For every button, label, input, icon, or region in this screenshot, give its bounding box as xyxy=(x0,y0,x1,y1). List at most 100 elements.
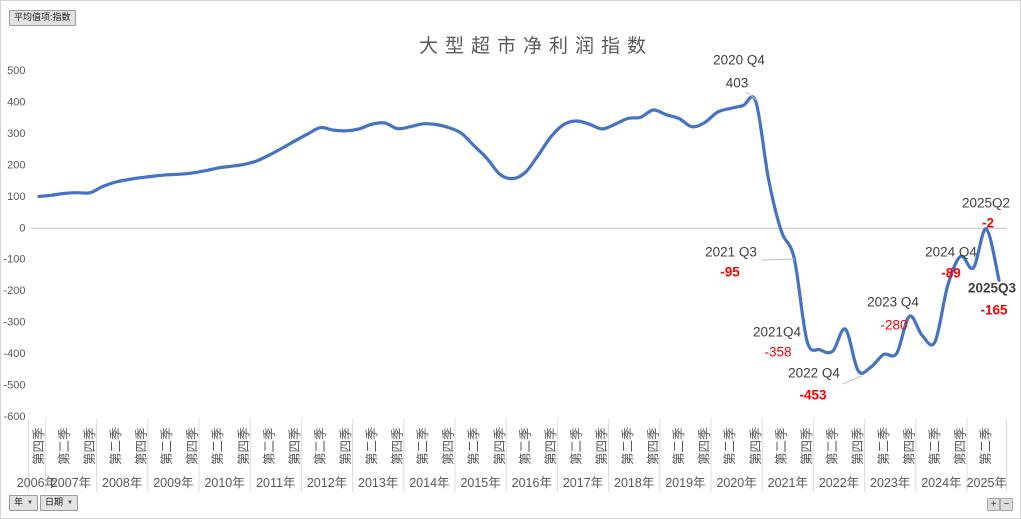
x-axis-quarter-label: 第四季 xyxy=(83,427,97,465)
x-axis-quarter-label: 第四季 xyxy=(595,427,609,465)
x-axis-quarter-label: 第二季 xyxy=(672,427,686,465)
data-label-title[interactable]: 2025Q3 xyxy=(968,281,1017,296)
x-axis-quarter-label: 第二季 xyxy=(211,427,225,465)
series-line[interactable] xyxy=(37,95,1001,375)
x-axis-quarter-label: 第二季 xyxy=(570,427,584,465)
x-axis-year-label: 2015年 xyxy=(460,476,500,490)
x-axis-year-label: 2013年 xyxy=(358,476,398,490)
x-axis-quarter-label: 第二季 xyxy=(826,427,840,465)
data-label-value[interactable]: -2 xyxy=(982,216,994,231)
data-label-value[interactable]: -280 xyxy=(880,318,907,333)
x-axis-year-label: 2011年 xyxy=(256,476,295,490)
y-axis-tick-label: 500 xyxy=(7,65,25,77)
y-axis-tick-label: -200 xyxy=(3,285,25,297)
x-axis-quarter-label: 第四季 xyxy=(749,427,763,465)
x-axis-quarter-label: 第二季 xyxy=(928,427,942,465)
year-field-button[interactable]: 年 ▼ xyxy=(9,495,38,511)
data-label-title[interactable]: 2021 Q3 xyxy=(705,245,757,260)
date-field-button[interactable]: 日期 ▼ xyxy=(40,495,78,511)
x-axis-quarter-label: 第二季 xyxy=(262,427,276,465)
x-axis-quarter-label: 第四季 xyxy=(288,427,302,465)
chart-title: 大型超市净利润指数 xyxy=(418,36,653,57)
collapse-field-button[interactable]: − xyxy=(1000,498,1013,511)
date-field-label: 日期 xyxy=(45,497,64,507)
data-label-leader-line xyxy=(842,375,862,385)
data-label-title[interactable]: 2021Q4 xyxy=(753,325,802,340)
x-axis-quarter-label: 第四季 xyxy=(32,427,46,465)
x-axis-quarter-label: 第二季 xyxy=(979,427,993,465)
x-axis-quarter-label: 第二季 xyxy=(774,427,788,465)
x-axis-year-label: 2021年 xyxy=(768,476,808,490)
x-axis-year-label: 2017年 xyxy=(563,476,603,490)
x-axis-quarter-label: 第二季 xyxy=(723,427,737,465)
x-axis-year-label: 2025年 xyxy=(967,476,1007,490)
x-axis-quarter-label: 第四季 xyxy=(902,427,916,465)
x-axis-quarter-label: 第二季 xyxy=(160,427,174,465)
x-axis-quarter-label: 第四季 xyxy=(954,427,968,465)
data-label-title[interactable]: 2024 Q4 xyxy=(925,245,977,260)
dropdown-arrow-icon: ▼ xyxy=(67,500,73,506)
x-axis-quarter-label: 第二季 xyxy=(109,427,123,465)
data-label-value[interactable]: -89 xyxy=(941,266,961,281)
y-axis-tick-label: -300 xyxy=(3,317,25,329)
data-label-title[interactable]: 2020 Q4 xyxy=(713,53,765,68)
x-axis-quarter-label: 第二季 xyxy=(518,427,532,465)
x-axis-year-label: 2023年 xyxy=(870,476,910,490)
y-axis-tick-label: 100 xyxy=(7,191,25,203)
x-axis-year-label: 2024年 xyxy=(921,476,961,490)
x-axis-quarter-label: 第四季 xyxy=(851,427,865,465)
data-label-title[interactable]: 2023 Q4 xyxy=(867,295,919,310)
x-axis-year-label: 2014年 xyxy=(409,476,449,490)
x-axis-quarter-label: 第四季 xyxy=(237,427,251,465)
x-axis-year-label: 2022年 xyxy=(819,476,859,490)
x-axis-quarter-label: 第二季 xyxy=(877,427,891,465)
x-axis-quarter-label: 第二季 xyxy=(58,427,72,465)
x-axis-year-label: 2008年 xyxy=(102,476,142,490)
x-axis-quarter-label: 第二季 xyxy=(621,427,635,465)
y-axis-tick-label: 400 xyxy=(7,96,25,108)
y-axis-tick-label: 300 xyxy=(7,128,25,140)
x-axis-quarter-label: 第四季 xyxy=(390,427,404,465)
data-label-value[interactable]: -453 xyxy=(799,388,827,403)
data-label-leader-line xyxy=(745,91,759,102)
data-label-title[interactable]: 2022 Q4 xyxy=(788,366,840,381)
x-axis-year-label: 2006年 xyxy=(17,476,57,490)
dropdown-arrow-icon: ▼ xyxy=(27,500,33,506)
y-axis-tick-label: 0 xyxy=(19,222,25,234)
expand-field-button[interactable]: + xyxy=(987,498,1000,511)
x-axis-year-label: 2012年 xyxy=(307,476,347,490)
x-axis-year-label: 2007年 xyxy=(51,476,91,490)
x-axis-year-label: 2009年 xyxy=(153,476,193,490)
data-label-value[interactable]: -95 xyxy=(720,265,740,280)
y-axis-tick-label: 200 xyxy=(7,159,25,171)
x-axis-quarter-label: 第二季 xyxy=(314,427,328,465)
x-axis-quarter-label: 第四季 xyxy=(544,427,558,465)
x-axis-quarter-label: 第二季 xyxy=(365,427,379,465)
year-field-label: 年 xyxy=(14,497,24,507)
x-axis-quarter-label: 第四季 xyxy=(134,427,148,465)
data-label-value[interactable]: -358 xyxy=(764,345,791,360)
y-axis-tick-label: -600 xyxy=(3,411,25,423)
x-axis-quarter-label: 第四季 xyxy=(339,427,353,465)
x-axis-quarter-label: 第四季 xyxy=(186,427,200,465)
x-axis-year-label: 2018年 xyxy=(614,476,654,490)
y-axis-tick-label: -400 xyxy=(3,348,25,360)
data-label-value[interactable]: 403 xyxy=(726,76,749,91)
x-axis-quarter-label: 第四季 xyxy=(698,427,712,465)
x-axis-year-label: 2019年 xyxy=(665,476,705,490)
data-label-title[interactable]: 2025Q2 xyxy=(962,196,1010,211)
x-axis-quarter-label: 第二季 xyxy=(467,427,481,465)
x-axis-quarter-label: 第四季 xyxy=(442,427,456,465)
x-axis-year-label: 2010年 xyxy=(204,476,244,490)
x-axis-quarter-label: 第四季 xyxy=(800,427,814,465)
y-axis-tick-label: -500 xyxy=(3,380,25,392)
value-field-button[interactable]: 平均值项:指数 xyxy=(9,10,76,26)
x-axis-quarter-label: 第二季 xyxy=(416,427,430,465)
y-axis-tick-label: -100 xyxy=(3,254,25,266)
x-axis-year-label: 2020年 xyxy=(716,476,756,490)
data-label-leader-line xyxy=(760,258,796,261)
data-label-value[interactable]: -165 xyxy=(980,303,1008,318)
x-axis-quarter-label: 第四季 xyxy=(493,427,507,465)
